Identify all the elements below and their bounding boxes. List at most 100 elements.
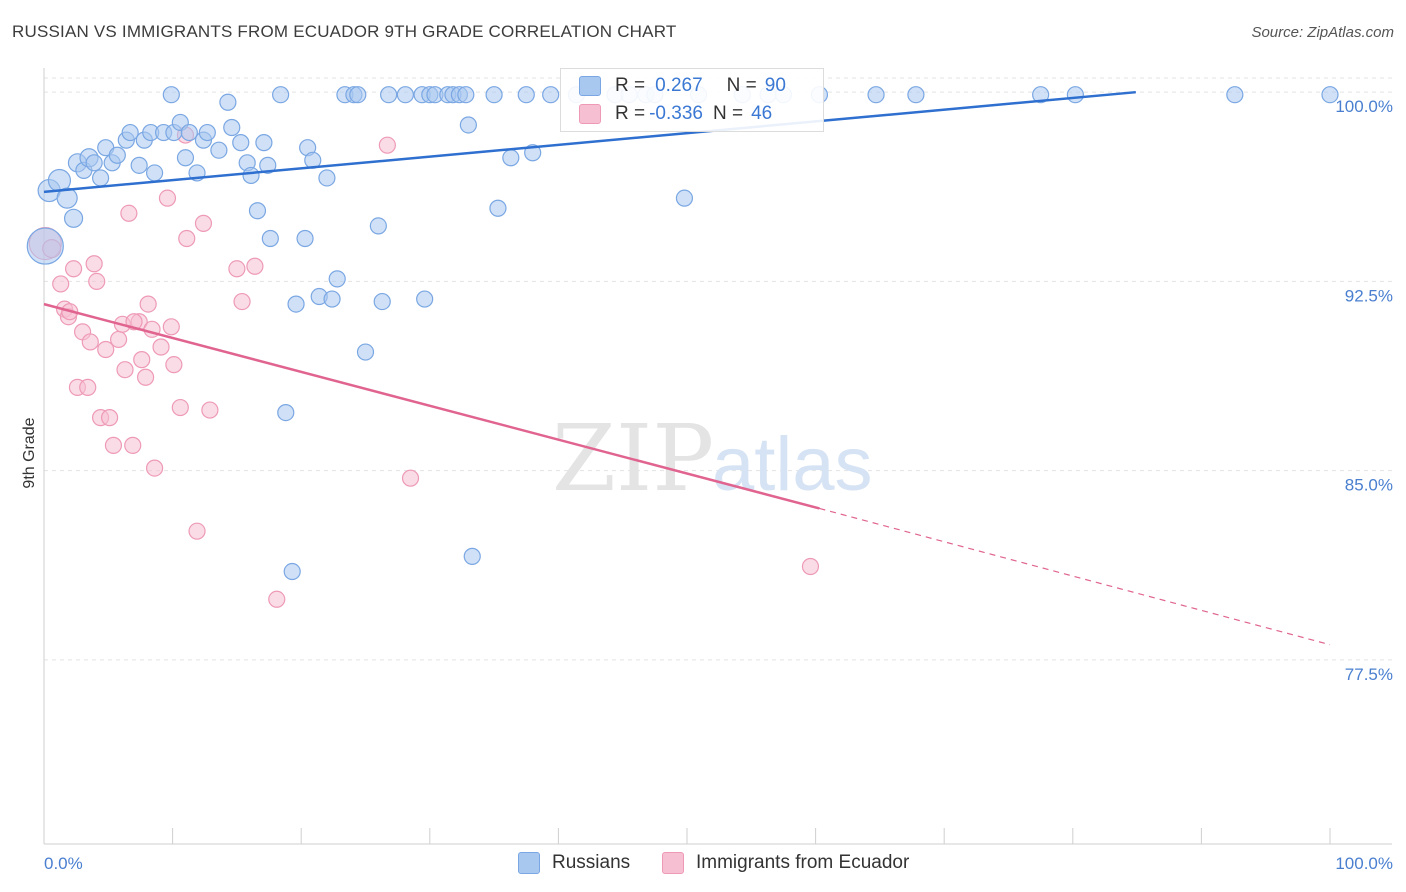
series-legend: Russians Immigrants from Ecuador xyxy=(0,850,1406,880)
russians-point xyxy=(1226,86,1244,104)
legend-item-russians[interactable]: Russians xyxy=(518,852,630,874)
ecuador-point xyxy=(124,436,142,454)
russians-point xyxy=(210,141,228,159)
russians-point xyxy=(223,118,241,137)
ecuador-point xyxy=(246,257,264,275)
russians-point xyxy=(296,229,314,248)
ecuador-point xyxy=(401,469,420,487)
ecuador-point xyxy=(81,333,99,351)
russians-point xyxy=(369,217,387,235)
r-value: 0.267 xyxy=(655,75,703,96)
ecuador-point xyxy=(165,356,183,374)
y-tick-label: 77.5% xyxy=(1345,665,1393,684)
russians-point xyxy=(255,134,273,152)
russians-point xyxy=(356,343,375,361)
russians-point xyxy=(180,123,198,142)
watermark-atlas: atlas xyxy=(712,422,873,507)
russians-trend-line xyxy=(43,90,1136,194)
russians-point xyxy=(162,86,180,104)
russians-point xyxy=(459,116,477,134)
russians-point xyxy=(485,86,503,104)
russians-point xyxy=(91,169,110,187)
russians-point xyxy=(56,187,78,209)
russians-point xyxy=(26,227,64,265)
russians-point xyxy=(502,149,520,167)
ecuador-point xyxy=(801,557,820,576)
russians-point xyxy=(373,292,391,311)
r-value: -0.336 xyxy=(649,103,703,124)
x-tick-label: 0.0% xyxy=(44,854,83,873)
russians-point xyxy=(328,270,346,288)
russians-point xyxy=(232,134,250,152)
legend-label-russians: Russians xyxy=(552,852,631,873)
stats-row-russians: R = 0.267 N = 90 xyxy=(579,73,786,99)
russians-point xyxy=(416,290,434,308)
russians-point xyxy=(176,149,195,167)
russians-point xyxy=(259,156,277,174)
y-axis-label: 9th Grade xyxy=(21,417,38,488)
russians-point xyxy=(1321,86,1339,104)
russians-point xyxy=(283,562,301,581)
russians-point xyxy=(1066,86,1084,104)
ecuador-point xyxy=(136,368,155,386)
ecuador-point xyxy=(171,398,189,417)
legend-item-ecuador[interactable]: Immigrants from Ecuador xyxy=(662,852,909,874)
ecuador-point xyxy=(85,255,103,273)
russians-point xyxy=(277,403,295,422)
ecuador-point xyxy=(152,338,170,356)
ecuador-point xyxy=(116,361,134,379)
ecuador-point xyxy=(100,409,119,427)
russians-point xyxy=(261,229,279,248)
ecuador-point xyxy=(233,292,251,311)
ecuador-point xyxy=(145,459,164,477)
ecuador-point xyxy=(194,214,213,232)
tick-labels: 100.0% 92.5% 85.0% 77.5% 0.0% 100.0% xyxy=(44,97,1393,873)
ecuador-point xyxy=(64,260,83,278)
ecuador-point xyxy=(139,295,157,313)
ecuador-point xyxy=(378,136,396,154)
russians-point xyxy=(396,86,414,104)
russians-point xyxy=(318,169,336,187)
russians-point xyxy=(489,199,507,217)
ecuador-point xyxy=(109,330,128,349)
ecuador-point xyxy=(158,189,177,207)
source-label: Source: ZipAtlas.com xyxy=(1251,24,1394,41)
russians-point xyxy=(287,295,305,313)
watermark: ZIP atlas xyxy=(552,405,873,512)
russians-point xyxy=(198,123,216,142)
n-value: 46 xyxy=(751,103,773,124)
russians-swatch xyxy=(518,852,540,874)
russians-point xyxy=(463,547,481,565)
russians-swatch xyxy=(579,76,601,96)
ecuador-point xyxy=(79,378,97,396)
r-label: R = xyxy=(615,75,646,96)
y-tick-label: 85.0% xyxy=(1345,476,1393,495)
ecuador-point xyxy=(52,275,70,293)
x-tick-label: 100.0% xyxy=(1335,854,1393,873)
ecuador-point xyxy=(178,229,196,248)
russians-point xyxy=(63,208,84,228)
ecuador-swatch xyxy=(579,104,601,124)
n-label: N = xyxy=(726,75,757,96)
y-tick-label: 100.0% xyxy=(1335,97,1393,116)
r-label: R = xyxy=(615,103,646,124)
russians-point xyxy=(219,93,237,111)
russians-point xyxy=(380,86,398,104)
russians-point xyxy=(867,86,885,104)
n-value: 90 xyxy=(764,75,786,96)
russians-point xyxy=(85,154,103,172)
ecuador-point xyxy=(162,318,180,336)
y-tick-label: 92.5% xyxy=(1345,286,1393,305)
stats-legend: R = 0.267 N = 90 R = -0.336 N = 46 xyxy=(560,68,824,132)
ecuador-point xyxy=(133,351,151,369)
ecuador-trend-extension xyxy=(819,507,1331,646)
russians-point xyxy=(323,290,341,308)
russians-point xyxy=(907,86,925,104)
ecuador-swatch xyxy=(662,852,684,874)
russians-point xyxy=(108,146,126,164)
russians-point xyxy=(248,202,267,220)
russians-point xyxy=(272,86,290,104)
chart-title: RUSSIAN VS IMMIGRANTS FROM ECUADOR 9TH G… xyxy=(12,22,677,41)
ecuador-points xyxy=(28,126,820,608)
